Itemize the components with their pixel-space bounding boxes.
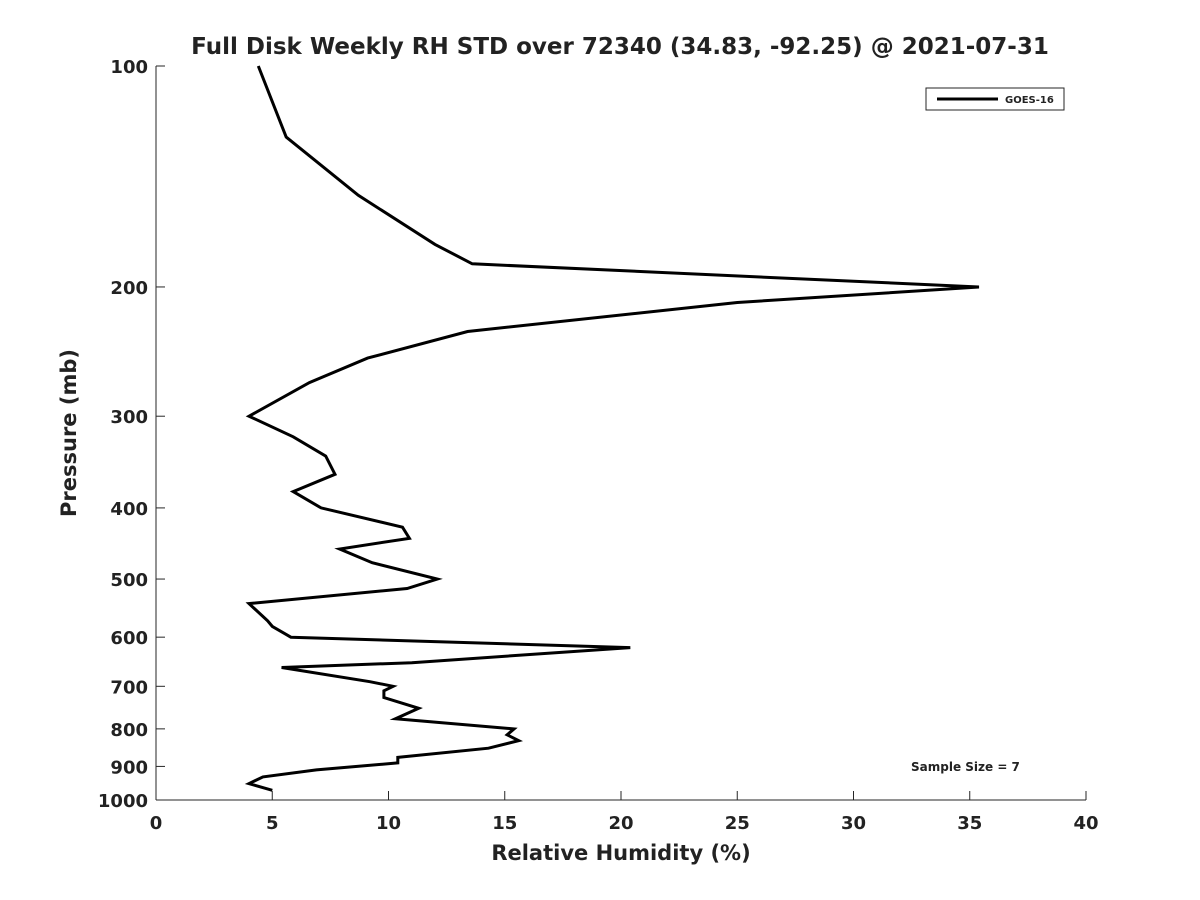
x-tick-label: 0 bbox=[150, 813, 163, 834]
y-tick-label: 300 bbox=[110, 407, 148, 428]
x-tick-label: 25 bbox=[725, 813, 750, 834]
x-tick-label: 5 bbox=[266, 813, 279, 834]
x-tick-label: 10 bbox=[376, 813, 401, 834]
x-tick-label: 15 bbox=[492, 813, 517, 834]
x-tick-label: 20 bbox=[608, 813, 633, 834]
y-tick-label: 200 bbox=[110, 278, 148, 299]
y-tick-label: 100 bbox=[110, 57, 148, 78]
y-axis-label: Pressure (mb) bbox=[57, 349, 81, 517]
y-tick-label: 1000 bbox=[98, 791, 148, 812]
chart-title: Full Disk Weekly RH STD over 72340 (34.8… bbox=[191, 34, 1049, 60]
x-tick-group: 0 5 10 15 20 25 30 35 40 bbox=[150, 791, 1099, 834]
x-tick-label: 40 bbox=[1073, 813, 1098, 834]
y-tick-label: 700 bbox=[110, 677, 148, 698]
x-tick-label: 35 bbox=[957, 813, 982, 834]
y-tick-label: 900 bbox=[110, 757, 148, 778]
y-tick-label: 800 bbox=[110, 720, 148, 741]
series-goes16-line bbox=[244, 65, 980, 792]
x-tick-label: 30 bbox=[841, 813, 866, 834]
plot-area: 0 5 10 15 20 25 30 35 40 100 200 300 400 500 600 700 80… bbox=[98, 57, 1099, 834]
legend-label-goes16: GOES-16 bbox=[1005, 95, 1054, 106]
legend: GOES-16 bbox=[925, 87, 1065, 111]
x-axis-label: Relative Humidity (%) bbox=[491, 841, 750, 865]
y-tick-label: 400 bbox=[110, 499, 148, 520]
y-tick-label: 500 bbox=[110, 570, 148, 591]
y-tick-label: 600 bbox=[110, 628, 148, 649]
sample-size-annotation: Sample Size = 7 bbox=[911, 760, 1020, 774]
y-tick-group: 100 200 300 400 500 600 700 800 900 1000 bbox=[98, 57, 165, 812]
